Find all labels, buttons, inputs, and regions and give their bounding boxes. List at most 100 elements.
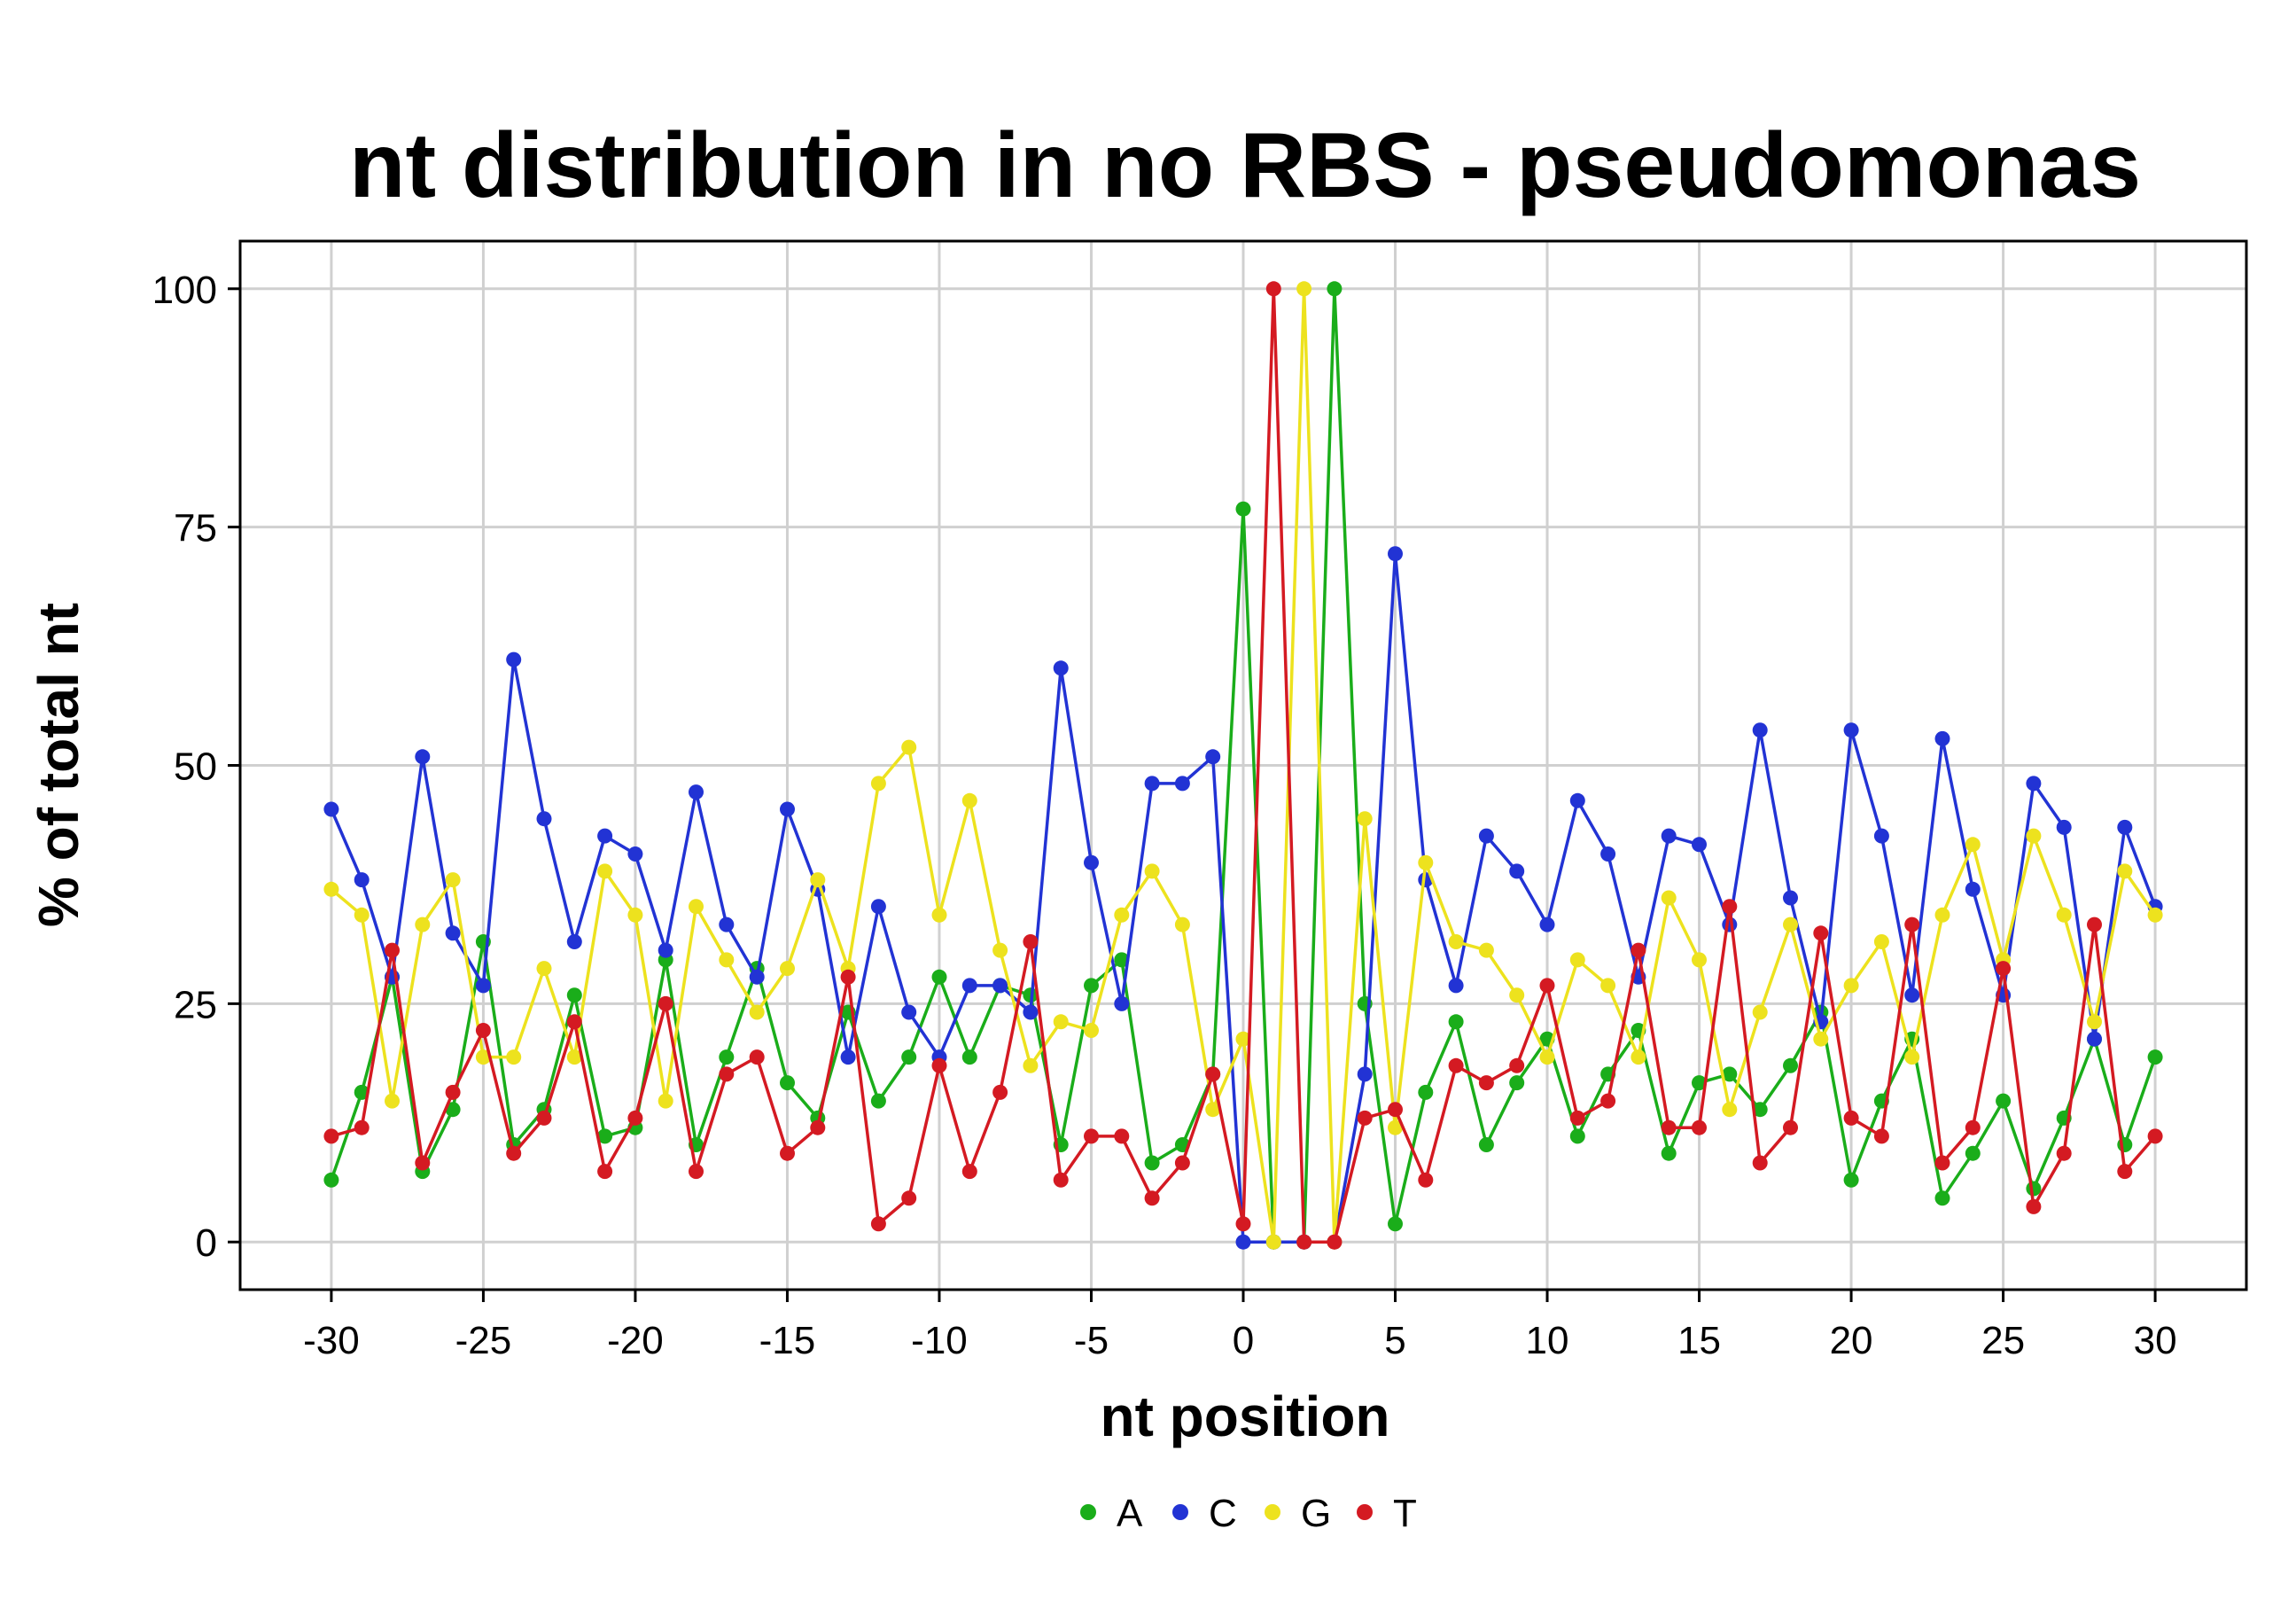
x-tick-label: 15 (1677, 1319, 1721, 1362)
point-A--4 (1114, 952, 1130, 968)
legend-item-G: G (1265, 1492, 1331, 1535)
point-G-17 (1752, 1004, 1768, 1020)
point-T-2 (1296, 1234, 1312, 1250)
point-T-15 (1692, 1119, 1707, 1135)
point-T-18 (1783, 1119, 1798, 1135)
point-T--18 (689, 1164, 704, 1180)
point-T--30 (323, 1128, 339, 1144)
point-C-21 (1873, 828, 1889, 844)
point-G--26 (445, 872, 461, 888)
point-A--17 (719, 1049, 735, 1065)
point-G-24 (1965, 837, 1981, 853)
legend-label-G: G (1301, 1492, 1331, 1535)
point-T--9 (961, 1164, 977, 1180)
point-T--28 (385, 942, 400, 958)
point-G-14 (1661, 890, 1677, 906)
point-G-15 (1692, 952, 1707, 968)
point-C--21 (597, 828, 613, 844)
point-A-30 (2147, 1049, 2163, 1065)
point-C-4 (1357, 1066, 1373, 1082)
point-T--24 (506, 1145, 522, 1161)
point-C-23 (1934, 730, 1950, 746)
point-T--6 (1053, 1172, 1069, 1188)
point-G-7 (1448, 934, 1464, 949)
point-T--17 (719, 1066, 735, 1082)
point-C--5 (1084, 854, 1099, 870)
point-C--17 (719, 916, 735, 932)
point-A-26 (2026, 1181, 2042, 1197)
y-axis-title: % of total nt (27, 603, 90, 927)
point-T-5 (1388, 1102, 1403, 1118)
point-T--8 (992, 1084, 1008, 1100)
point-T-29 (2117, 1164, 2133, 1180)
point-C--9 (961, 978, 977, 994)
point-T--10 (931, 1057, 947, 1073)
point-A--3 (1144, 1155, 1160, 1171)
point-C--6 (1053, 660, 1069, 676)
point-C-17 (1752, 722, 1768, 738)
point-C-27 (2056, 819, 2072, 835)
point-T--4 (1114, 1128, 1130, 1144)
point-A--22 (566, 987, 582, 1003)
x-tick-label: -10 (911, 1319, 968, 1362)
point-C-11 (1569, 792, 1585, 808)
point-C-12 (1600, 846, 1616, 862)
point-G--16 (749, 1004, 765, 1020)
point-G--24 (506, 1049, 522, 1065)
y-tick-label: 100 (152, 269, 217, 312)
legend-item-A: A (1080, 1492, 1143, 1535)
point-T--29 (354, 1119, 370, 1135)
point-T--26 (445, 1084, 461, 1100)
point-T--5 (1084, 1128, 1099, 1144)
point-C-15 (1692, 837, 1707, 853)
point-G-2 (1296, 281, 1312, 297)
point-C--13 (840, 1049, 856, 1065)
point-A--11 (901, 1049, 917, 1065)
point-G--19 (658, 1093, 673, 1109)
point-G--30 (323, 881, 339, 897)
point-T-9 (1509, 1057, 1525, 1073)
point-C--30 (323, 801, 339, 817)
point-G--11 (901, 739, 917, 755)
point-T-12 (1600, 1093, 1616, 1109)
point-G-16 (1722, 1102, 1738, 1118)
point-G--5 (1084, 1023, 1099, 1038)
x-tick-label: 20 (1830, 1319, 1873, 1362)
point-G-30 (2147, 907, 2163, 923)
point-T-17 (1752, 1155, 1768, 1171)
legend-label-T: T (1393, 1492, 1417, 1535)
point-T-20 (1843, 1110, 1859, 1126)
point-C--22 (566, 934, 582, 949)
point-G--27 (415, 916, 431, 932)
point-G--7 (1023, 1057, 1039, 1073)
point-G--4 (1114, 907, 1130, 923)
point-G--8 (992, 942, 1008, 958)
point-A-14 (1661, 1145, 1677, 1161)
point-T--7 (1023, 934, 1039, 949)
x-axis-title: nt position (1100, 1384, 1389, 1448)
x-tick-label: -5 (1074, 1319, 1109, 1362)
point-G-22 (1904, 1049, 1920, 1065)
point-C--8 (992, 978, 1008, 994)
point-C-0 (1235, 1234, 1251, 1250)
point-G-19 (1813, 1031, 1829, 1047)
point-A-0 (1235, 501, 1251, 517)
point-G-4 (1357, 811, 1373, 827)
point-T-1 (1265, 281, 1281, 297)
x-tick-label: 25 (1981, 1319, 2025, 1362)
point-T-0 (1235, 1216, 1251, 1232)
point-T--12 (870, 1216, 886, 1232)
point-T--11 (901, 1190, 917, 1206)
point-A-23 (1934, 1190, 1950, 1206)
point-C--7 (1023, 1004, 1039, 1020)
point-T--15 (780, 1145, 795, 1161)
point-A--9 (961, 1049, 977, 1065)
point-T--1 (1205, 1066, 1221, 1082)
point-C-18 (1783, 890, 1798, 906)
point-T-27 (2056, 1145, 2072, 1161)
point-G-26 (2026, 828, 2042, 844)
point-A-24 (1965, 1145, 1981, 1161)
point-C-22 (1904, 987, 1920, 1003)
point-C--24 (506, 651, 522, 667)
